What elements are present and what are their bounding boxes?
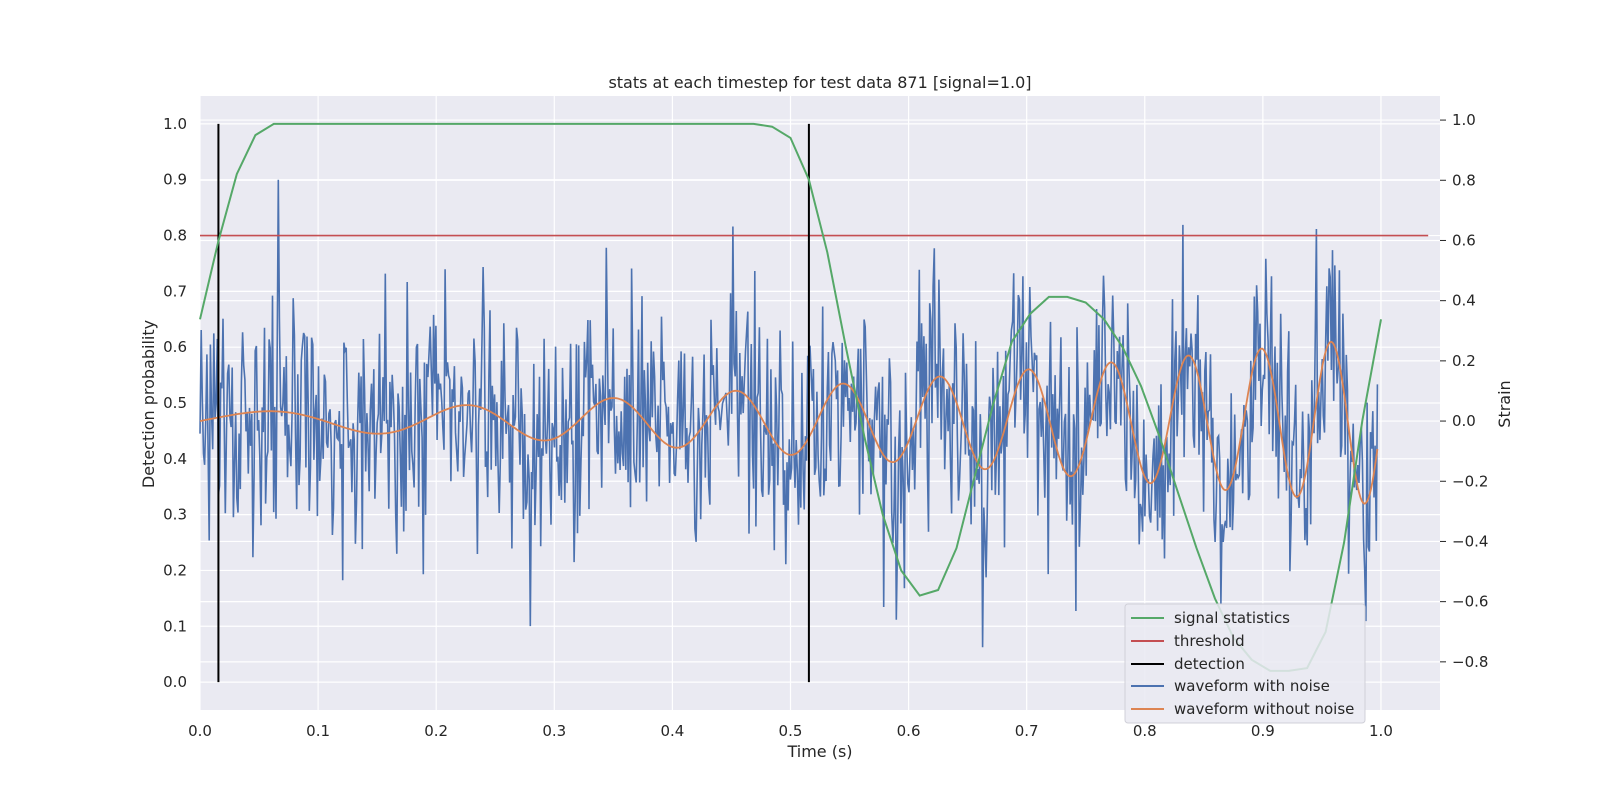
legend-label-waveform-with-noise: waveform with noise (1174, 677, 1330, 695)
x-axis-ticks: 0.0 0.1 0.2 0.3 0.4 0.5 0.6 0.7 0.8 0.9 1.0 (188, 722, 1393, 740)
y-left-tick-label: 0.6 (163, 338, 187, 356)
y-left-tick-label: 0.2 (163, 561, 187, 579)
x-tick-label: 0.2 (424, 722, 448, 740)
y-left-tick-label: 0.9 (163, 171, 187, 189)
x-axis-label: Time (s) (786, 742, 852, 761)
y-right-tick-label: 0.4 (1452, 292, 1476, 310)
signal-statistics-line (199, 122, 1382, 672)
chart-title: stats at each timestep for test data 871… (608, 73, 1031, 92)
x-tick-label: 0.4 (660, 722, 684, 740)
legend-box (1124, 603, 1366, 724)
x-tick-label: 0.7 (1015, 722, 1039, 740)
legend-label-threshold: threshold (1174, 632, 1245, 650)
y-left-axis-ticks: 0.0 0.1 0.2 0.3 0.4 0.5 0.6 0.7 0.8 0.9 1.0 (163, 115, 187, 691)
y-left-tick-label: 0.8 (163, 227, 187, 245)
y-left-axis-label: Detection probability (139, 320, 158, 488)
y-left-tick-label: 0.3 (163, 506, 187, 524)
y-right-tick-label: 0.0 (1452, 412, 1476, 430)
y-right-tick-label: −0.8 (1452, 653, 1488, 671)
y-right-tick-label: 0.8 (1452, 171, 1476, 189)
y-left-tick-label: 0.0 (163, 673, 187, 691)
legend-label-waveform-without-noise: waveform without noise (1174, 700, 1354, 718)
waveform-with-noise-line (199, 179, 1379, 648)
x-tick-label: 0.6 (897, 722, 921, 740)
x-tick-label: 0.9 (1251, 722, 1275, 740)
y-left-tick-label: 0.5 (163, 394, 187, 412)
x-tick-label: 0.1 (306, 722, 330, 740)
y-right-tick-label: 0.2 (1452, 352, 1476, 370)
y-left-tick-label: 0.7 (163, 282, 187, 300)
y-right-tick-label: −0.2 (1452, 472, 1488, 490)
y-right-axis-ticks: −0.8 −0.6 −0.4 −0.2 0.0 0.2 0.4 0.6 0.8 1.0 (1440, 111, 1488, 671)
y-right-tick-label: −0.6 (1452, 593, 1488, 611)
legend-label-detection: detection (1174, 655, 1245, 673)
y-left-tick-label: 0.4 (163, 450, 187, 468)
x-tick-label: 0.0 (188, 722, 212, 740)
waveform-without-noise-line (199, 340, 1379, 505)
x-tick-label: 1.0 (1369, 722, 1393, 740)
legend-label-signal-statistics: signal statistics (1174, 609, 1290, 627)
y-right-axis-label: Strain (1495, 380, 1514, 427)
y-left-tick-label: 1.0 (163, 115, 187, 133)
x-tick-label: 0.8 (1133, 722, 1157, 740)
x-tick-label: 0.5 (779, 722, 803, 740)
y-right-tick-label: 1.0 (1452, 111, 1476, 129)
x-tick-label: 0.3 (542, 722, 566, 740)
y-right-tick-label: −0.4 (1452, 532, 1488, 550)
y-left-tick-label: 0.1 (163, 617, 187, 635)
y-right-tick-label: 0.6 (1452, 231, 1476, 249)
legend: signal statistics threshold detection wa… (1124, 603, 1366, 724)
series-layer (199, 122, 1429, 683)
